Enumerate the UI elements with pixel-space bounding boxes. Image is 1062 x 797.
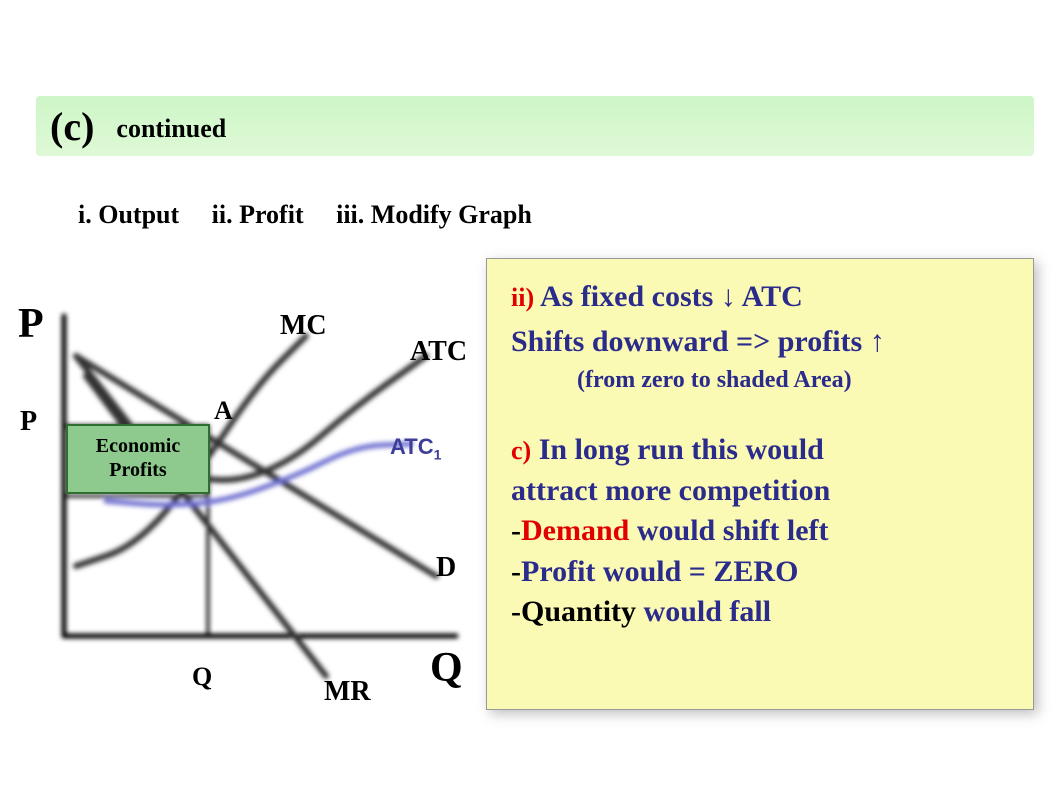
bullet3-rest: would fall <box>636 595 771 628</box>
price-level-label: P <box>20 406 37 438</box>
section-part-label: (c) <box>50 103 94 150</box>
atc-curve-label: ATC <box>410 336 467 368</box>
subnav-item-modify: iii. Modify Graph <box>336 200 532 229</box>
demand-word: Demand <box>521 514 629 547</box>
note-ii-sub: (from zero to shaded Area) <box>577 364 1013 396</box>
dash-3: - <box>511 595 521 628</box>
subnav-item-profit: ii. Profit <box>212 200 304 229</box>
profit-box-line2: Profits <box>68 458 208 482</box>
atc1-curve-label: ATC1 <box>390 434 441 462</box>
demand-curve-label: D <box>436 552 456 584</box>
section-continued-label: continued <box>116 114 226 144</box>
note-bullet-profit: -Profit would = ZERO <box>511 552 1013 593</box>
note-line-c-2: attract more competition <box>511 471 1013 512</box>
dash-2: - <box>511 555 521 588</box>
atc1-text: ATC <box>390 434 434 459</box>
note-c-text1: In long run this would <box>539 433 824 466</box>
mc-curve-label: MC <box>280 310 327 342</box>
profit-box-line1: Economic <box>68 434 208 458</box>
point-a-label: A <box>214 396 233 426</box>
note-ii-text1: As fixed costs ↓ ATC <box>540 280 803 313</box>
economics-graph: P Q P Q A MC ATC ATC1 D MR Economic Prof… <box>16 296 486 716</box>
dash-1: - <box>511 514 521 547</box>
quantity-word: Quantity <box>521 595 636 628</box>
mr-curve-label: MR <box>324 676 371 708</box>
note-line-ii-2: Shifts downward => profits ↑ <box>511 322 1013 363</box>
section-header: (c) continued <box>36 96 1034 156</box>
note-bullet-quantity: -Quantity would fall <box>511 592 1013 633</box>
subnav-item-output: i. Output <box>78 200 179 229</box>
note-line-ii-1: ii) As fixed costs ↓ ATC <box>511 277 1013 318</box>
profit-word: Profit <box>521 555 595 588</box>
explanation-note: ii) As fixed costs ↓ ATC Shifts downward… <box>486 258 1034 710</box>
note-line-c-1: c) In long run this would <box>511 430 1013 471</box>
y-axis-label: P <box>18 300 44 348</box>
bullet1-rest: would shift left <box>629 514 828 547</box>
note-bullet-demand: -Demand would shift left <box>511 511 1013 552</box>
sub-nav: i. Output ii. Profit iii. Modify Graph <box>78 200 558 230</box>
x-axis-label: Q <box>430 644 463 692</box>
atc1-sub: 1 <box>434 446 442 462</box>
note-c-marker: c) <box>511 436 531 465</box>
bullet2-rest: would = ZERO <box>595 555 798 588</box>
economic-profit-region: Economic Profits <box>66 424 210 494</box>
note-block-c: c) In long run this would attract more c… <box>511 430 1013 633</box>
note-ii-marker: ii) <box>511 283 534 312</box>
quantity-level-label: Q <box>192 662 212 692</box>
